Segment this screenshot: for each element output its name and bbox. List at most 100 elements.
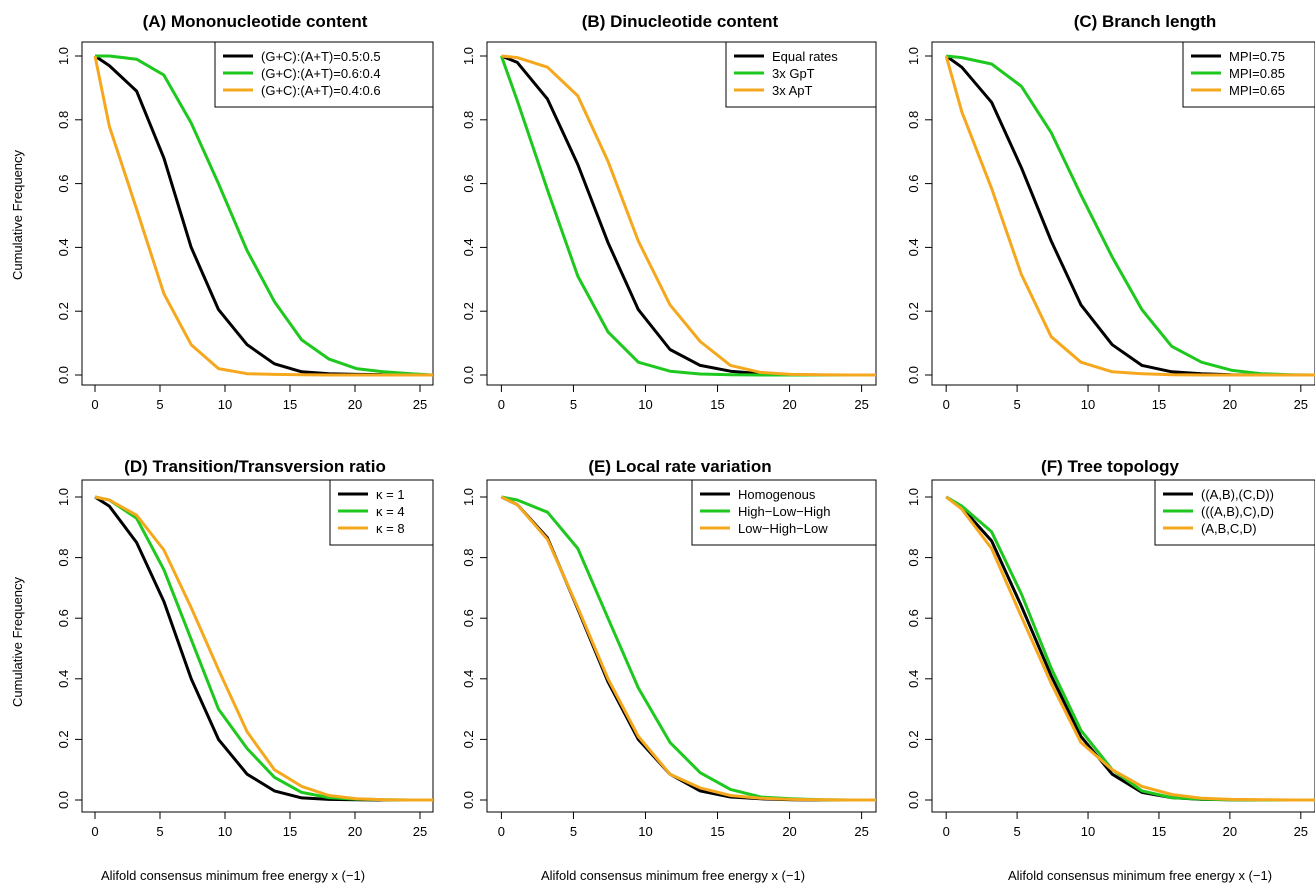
y-tick-label: 0.8 [56, 111, 71, 129]
panel-2: (B) Dinucleotide content 0 5 10 15 20 25 0.0 0.2… [461, 12, 877, 412]
y-tick-label: 0.4 [461, 238, 476, 256]
y-tick-label: 0.2 [56, 730, 71, 748]
y-tick-label: 0.4 [906, 670, 921, 688]
y-tick-label: 0.0 [461, 366, 476, 384]
x-tick-label: 25 [854, 397, 868, 412]
legend-label: (G+C):(A+T)=0.6:0.4 [261, 66, 381, 81]
x-tick-label: 10 [1081, 397, 1095, 412]
x-tick-label: 20 [348, 397, 362, 412]
legend-label: MPI=0.85 [1229, 66, 1285, 81]
x-tick-label: 15 [710, 397, 724, 412]
y-tick-label: 0.8 [461, 549, 476, 567]
legend-label: 3x ApT [772, 83, 813, 98]
x-tick-label: 0 [91, 397, 98, 412]
x-tick-label: 5 [570, 397, 577, 412]
series-line-3 [501, 54, 876, 377]
legend-label: 3x GpT [772, 66, 815, 81]
x-tick-label: 0 [498, 397, 505, 412]
x-tick-label: 10 [638, 824, 652, 839]
y-tick-label: 0.2 [906, 730, 921, 748]
x-tick-label: 10 [218, 824, 232, 839]
legend-label: MPI=0.75 [1229, 49, 1285, 64]
y-tick-label: 0.6 [461, 175, 476, 193]
y-tick-label: 1.0 [906, 488, 921, 506]
x-tick-label: 0 [498, 824, 505, 839]
panel-title: (D) Transition/Transversion ratio [124, 457, 386, 476]
legend-label: κ = 8 [376, 521, 405, 536]
y-tick-label: 0.8 [56, 549, 71, 567]
plot-frame [931, 479, 1315, 813]
legend-label: (G+C):(A+T)=0.5:0.5 [261, 49, 381, 64]
y-tick-label: 0.6 [461, 609, 476, 627]
x-axis-label-col2: Alifold consensus minimum free energy x … [541, 868, 805, 883]
y-tick-label: 1.0 [56, 488, 71, 506]
y-tick-label: 0.2 [461, 730, 476, 748]
panel-title: (C) Branch length [1074, 12, 1217, 31]
x-tick-label: 5 [1013, 824, 1020, 839]
y-tick-label: 1.0 [461, 47, 476, 65]
panel-title: (B) Dinucleotide content [582, 12, 779, 31]
series-line-2 [95, 54, 433, 377]
legend-label: (A,B,C,D) [1201, 521, 1257, 536]
plot-frame [486, 479, 877, 813]
x-tick-label: 10 [1081, 824, 1095, 839]
y-tick-label: 0.2 [906, 302, 921, 320]
legend-label: (G+C):(A+T)=0.4:0.6 [261, 83, 381, 98]
y-tick-label: 0.2 [461, 302, 476, 320]
panel-5: (E) Local rate variation 0 5 10 15 20 25 0.0 0.2… [461, 457, 877, 839]
y-tick-label: 0.2 [56, 302, 71, 320]
y-tick-label: 0.0 [906, 366, 921, 384]
panel-title: (F) Tree topology [1041, 457, 1179, 476]
x-tick-label: 15 [1152, 824, 1166, 839]
y-tick-label: 0.4 [461, 670, 476, 688]
y-axis-label-top: Cumulative Frequency [10, 149, 25, 280]
x-tick-label: 5 [156, 397, 163, 412]
y-tick-label: 0.6 [906, 175, 921, 193]
x-tick-label: 25 [413, 397, 427, 412]
y-axis-label-bottom: Cumulative Frequency [10, 576, 25, 707]
series-line-3 [94, 495, 433, 802]
y-tick-label: 0.0 [906, 791, 921, 809]
x-tick-label: 25 [1294, 397, 1308, 412]
y-tick-label: 0.6 [56, 609, 71, 627]
y-tick-label: 1.0 [906, 47, 921, 65]
x-tick-label: 15 [283, 397, 297, 412]
legend-label: (((A,B),C),D) [1201, 504, 1274, 519]
legend-label: κ = 4 [376, 504, 405, 519]
x-tick-label: 25 [854, 824, 868, 839]
x-tick-label: 0 [91, 824, 98, 839]
legend-label: Equal rates [772, 49, 838, 64]
y-tick-label: 0.4 [906, 238, 921, 256]
y-tick-label: 0.8 [461, 111, 476, 129]
legend-label: Homogenous [738, 487, 816, 502]
series-line-3 [944, 55, 1315, 377]
series-line-3 [945, 495, 1315, 802]
y-tick-label: 0.0 [56, 366, 71, 384]
x-tick-label: 15 [710, 824, 724, 839]
x-tick-label: 0 [943, 824, 950, 839]
y-tick-label: 0.8 [906, 111, 921, 129]
y-tick-label: 0.4 [56, 238, 71, 256]
x-tick-label: 15 [283, 824, 297, 839]
plot-frame [931, 41, 1315, 386]
panel-1: (A) Mononucleotide content 0 5 10 15 20 25 0.0 0… [56, 12, 434, 412]
x-tick-label: 0 [943, 397, 950, 412]
plot-frame [486, 41, 877, 386]
series-line-2 [946, 54, 1315, 377]
panel-title: (A) Mononucleotide content [143, 12, 368, 31]
x-tick-label: 5 [570, 824, 577, 839]
x-tick-label: 10 [218, 397, 232, 412]
y-tick-label: 0.6 [56, 175, 71, 193]
x-tick-label: 5 [156, 824, 163, 839]
x-tick-label: 20 [1223, 397, 1237, 412]
legend-label: MPI=0.65 [1229, 83, 1285, 98]
x-axis-label-col3: Alifold consensus minimum free energy x … [1008, 868, 1272, 883]
panel-4: (D) Transition/Transversion ratio 0 5 10 15 2… [56, 457, 434, 839]
series-line-3 [93, 55, 433, 377]
y-tick-label: 0.6 [906, 609, 921, 627]
legend-label: ((A,B),(C,D)) [1201, 487, 1274, 502]
x-tick-label: 25 [1294, 824, 1308, 839]
legend-label: κ = 1 [376, 487, 405, 502]
x-tick-label: 25 [413, 824, 427, 839]
